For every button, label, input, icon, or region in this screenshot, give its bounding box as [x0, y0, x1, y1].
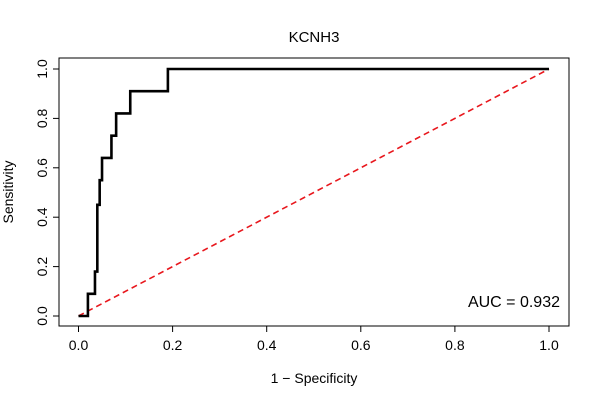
- y-axis-label: Sensitivity: [0, 160, 16, 223]
- y-tick-label: 1.0: [34, 59, 50, 79]
- y-tick-label: 0.0: [34, 306, 50, 326]
- x-tick-label: 0.4: [257, 337, 277, 353]
- auc-annotation: AUC = 0.932: [468, 294, 560, 311]
- y-tick-label: 0.2: [34, 257, 50, 277]
- y-tick-label: 0.8: [34, 108, 50, 128]
- x-axis-label: 1 − Specificity: [271, 370, 358, 386]
- x-tick-label: 1.0: [539, 337, 559, 353]
- x-tick-label: 0.8: [445, 337, 465, 353]
- y-tick-label: 0.4: [34, 207, 50, 227]
- reference-diagonal-line: [78, 68, 550, 317]
- x-tick-label: 0.0: [69, 337, 89, 353]
- x-tick-label: 0.6: [351, 337, 371, 353]
- x-tick-label: 0.2: [163, 337, 183, 353]
- y-tick-label: 0.6: [34, 158, 50, 178]
- chart-title: KCNH3: [289, 29, 340, 46]
- roc-curve-line: [78, 67, 549, 318]
- plot-border: [58, 57, 570, 327]
